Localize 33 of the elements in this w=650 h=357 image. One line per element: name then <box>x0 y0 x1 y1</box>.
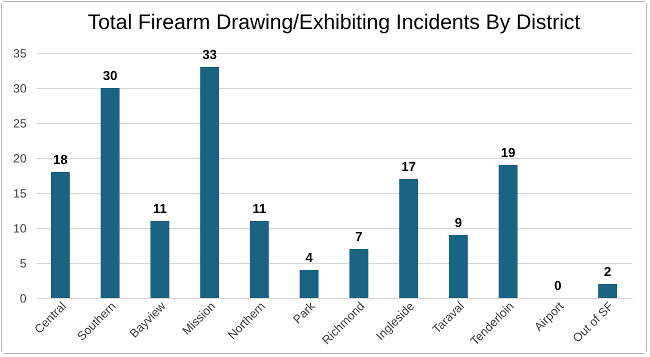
bar <box>598 284 618 298</box>
bar <box>300 270 319 298</box>
bar <box>100 88 120 298</box>
data-label: 33 <box>202 47 217 62</box>
x-tick-label: Out of SF <box>570 299 616 346</box>
bar <box>498 165 518 298</box>
y-tick-label: 20 <box>13 152 27 166</box>
y-tick-label: 10 <box>13 222 27 236</box>
bar <box>250 221 269 298</box>
y-tick-label: 35 <box>13 46 27 60</box>
data-label: 0 <box>554 278 562 293</box>
bar <box>448 235 468 298</box>
data-label: 17 <box>401 159 416 174</box>
y-tick-label: 5 <box>20 256 27 270</box>
data-label: 2 <box>604 264 612 279</box>
bar <box>50 172 70 298</box>
chart-title: Total Firearm Drawing/Exhibiting Incidents By District <box>88 11 580 34</box>
data-label: 11 <box>252 201 266 216</box>
y-tick-label: 15 <box>13 186 27 200</box>
bar <box>150 221 170 298</box>
y-tick-label: 25 <box>13 116 27 130</box>
data-label: 7 <box>355 229 362 244</box>
bar <box>200 67 220 298</box>
y-tick-label: 0 <box>20 292 27 306</box>
data-label: 4 <box>306 250 314 265</box>
data-label: 19 <box>500 145 516 160</box>
data-label: 9 <box>454 215 462 230</box>
bar <box>399 179 418 298</box>
y-tick-label: 30 <box>13 82 27 96</box>
bar <box>349 249 368 298</box>
data-label: 11 <box>153 201 167 216</box>
data-label: 30 <box>102 68 118 83</box>
data-label: 18 <box>53 152 68 167</box>
